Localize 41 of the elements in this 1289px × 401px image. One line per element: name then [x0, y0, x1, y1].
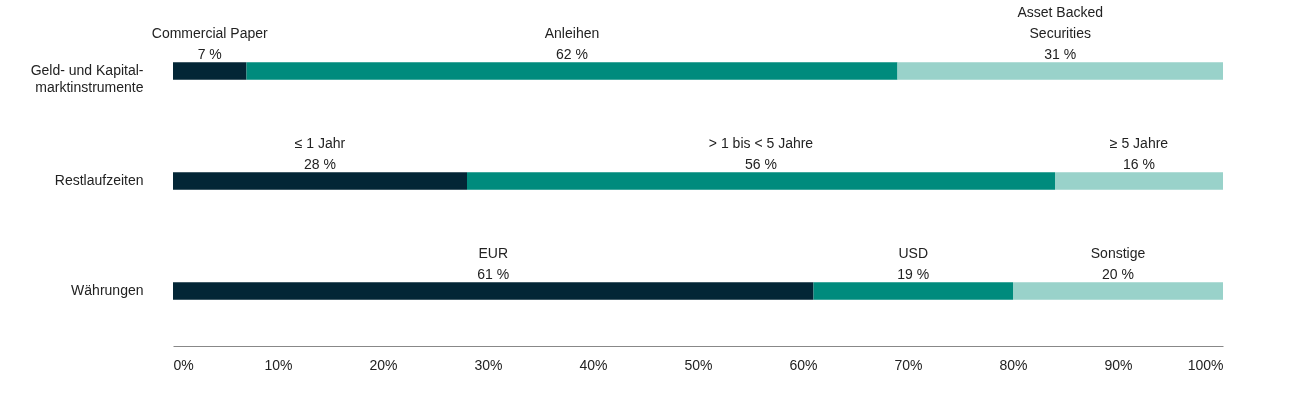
annotation: > 1 bis < 5 Jahre — [708, 135, 814, 151]
bar — [173, 282, 814, 300]
data-label: 61 % — [477, 266, 510, 282]
data-label: 16 % — [1123, 156, 1155, 172]
y-tick-label: Währungen — [71, 282, 144, 298]
x-tick-label: 0% — [173, 356, 194, 373]
y-tick-label: Geld- und Kapital- marktinstrumente — [30, 62, 144, 95]
x-tick-label: 30% — [474, 356, 503, 373]
bar — [173, 172, 467, 190]
data-label: 19 % — [897, 266, 930, 282]
x-tick-label: 20% — [369, 356, 398, 373]
x-tick-label: 80% — [999, 356, 1028, 373]
bar — [467, 172, 1055, 190]
annotation: Commercial Paper — [151, 25, 269, 41]
x-tick-label: 40% — [579, 356, 608, 373]
data-label: 56 % — [745, 156, 777, 172]
data-label: 62 % — [556, 46, 588, 62]
data-label: 20 % — [1102, 266, 1134, 282]
x-tick-label: 10% — [264, 356, 293, 373]
x-tick-label: 70% — [894, 356, 923, 373]
x-tick-label: 60% — [789, 356, 818, 373]
annotation: USD — [898, 245, 929, 261]
data-label: 28 % — [304, 156, 336, 172]
bar — [246, 62, 898, 80]
x-tick-label: 90% — [1104, 356, 1133, 373]
annotation: Sonstige — [1090, 245, 1146, 261]
x-tick-label: 50% — [684, 356, 713, 373]
annotation: ≥ 5 Jahre — [1109, 135, 1169, 151]
data-label: 31 % — [1044, 46, 1077, 62]
x-tick-label: 100% — [1187, 356, 1224, 373]
annotation: ≤ 1 Jahr — [294, 135, 346, 151]
bar — [813, 282, 1013, 300]
bar — [1055, 172, 1223, 190]
bar — [1013, 282, 1223, 300]
data-label: 7 % — [197, 46, 222, 62]
bar — [897, 62, 1223, 80]
annotation: EUR — [478, 245, 509, 261]
annotation: Anleihen — [544, 25, 600, 41]
annotation: Asset Backed Securities — [1017, 4, 1104, 41]
y-tick-label: Restlaufzeiten — [54, 172, 144, 188]
bar — [173, 62, 247, 80]
